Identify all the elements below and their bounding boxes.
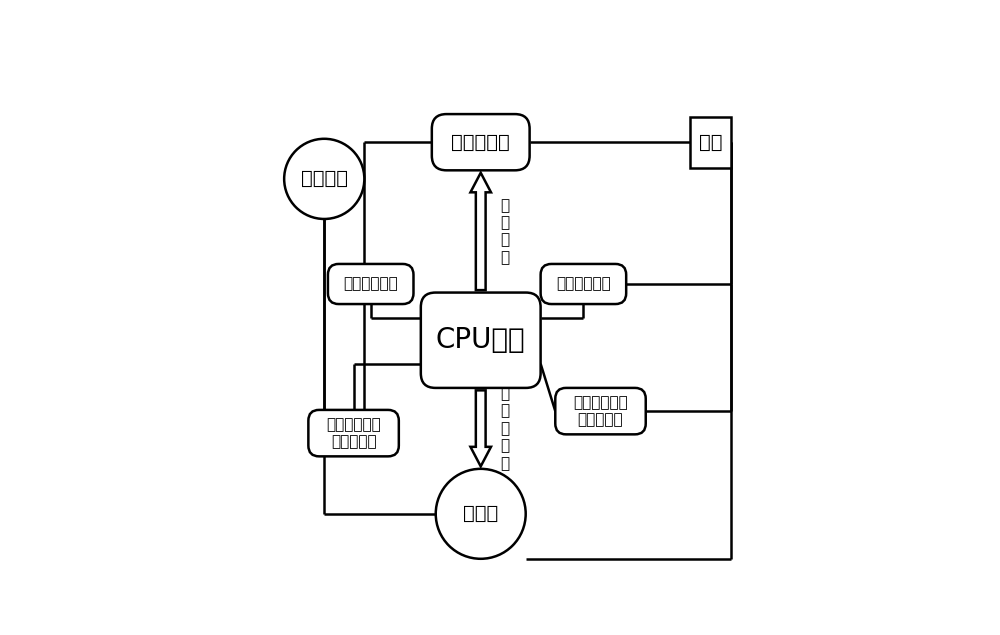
Circle shape <box>284 139 364 219</box>
Text: 逆变器输出电
压采样电路: 逆变器输出电 压采样电路 <box>573 395 628 427</box>
Ellipse shape <box>436 469 526 559</box>
Text: 电压采样电路: 电压采样电路 <box>343 276 398 291</box>
FancyBboxPatch shape <box>328 264 413 304</box>
FancyBboxPatch shape <box>541 264 626 304</box>
Text: 逆变器: 逆变器 <box>463 504 498 523</box>
FancyBboxPatch shape <box>308 410 399 457</box>
Polygon shape <box>470 173 491 290</box>
Text: 门
极
脉
冲: 门 极 脉 冲 <box>500 198 509 265</box>
Bar <box>690 117 731 168</box>
Text: CPU单元: CPU单元 <box>436 326 526 354</box>
Text: 三相电网: 三相电网 <box>301 170 348 189</box>
FancyBboxPatch shape <box>432 114 530 170</box>
Text: 双向晶闸管: 双向晶闸管 <box>451 133 510 152</box>
Text: 电流采样电路: 电流采样电路 <box>556 276 611 291</box>
FancyBboxPatch shape <box>421 293 541 388</box>
Text: 负载: 负载 <box>699 133 722 152</box>
FancyBboxPatch shape <box>555 388 646 434</box>
Text: 开
关
管
脉
冲: 开 关 管 脉 冲 <box>500 386 509 471</box>
Polygon shape <box>470 391 491 466</box>
Text: 直流侧电容电
压采样电路: 直流侧电容电 压采样电路 <box>326 417 381 450</box>
